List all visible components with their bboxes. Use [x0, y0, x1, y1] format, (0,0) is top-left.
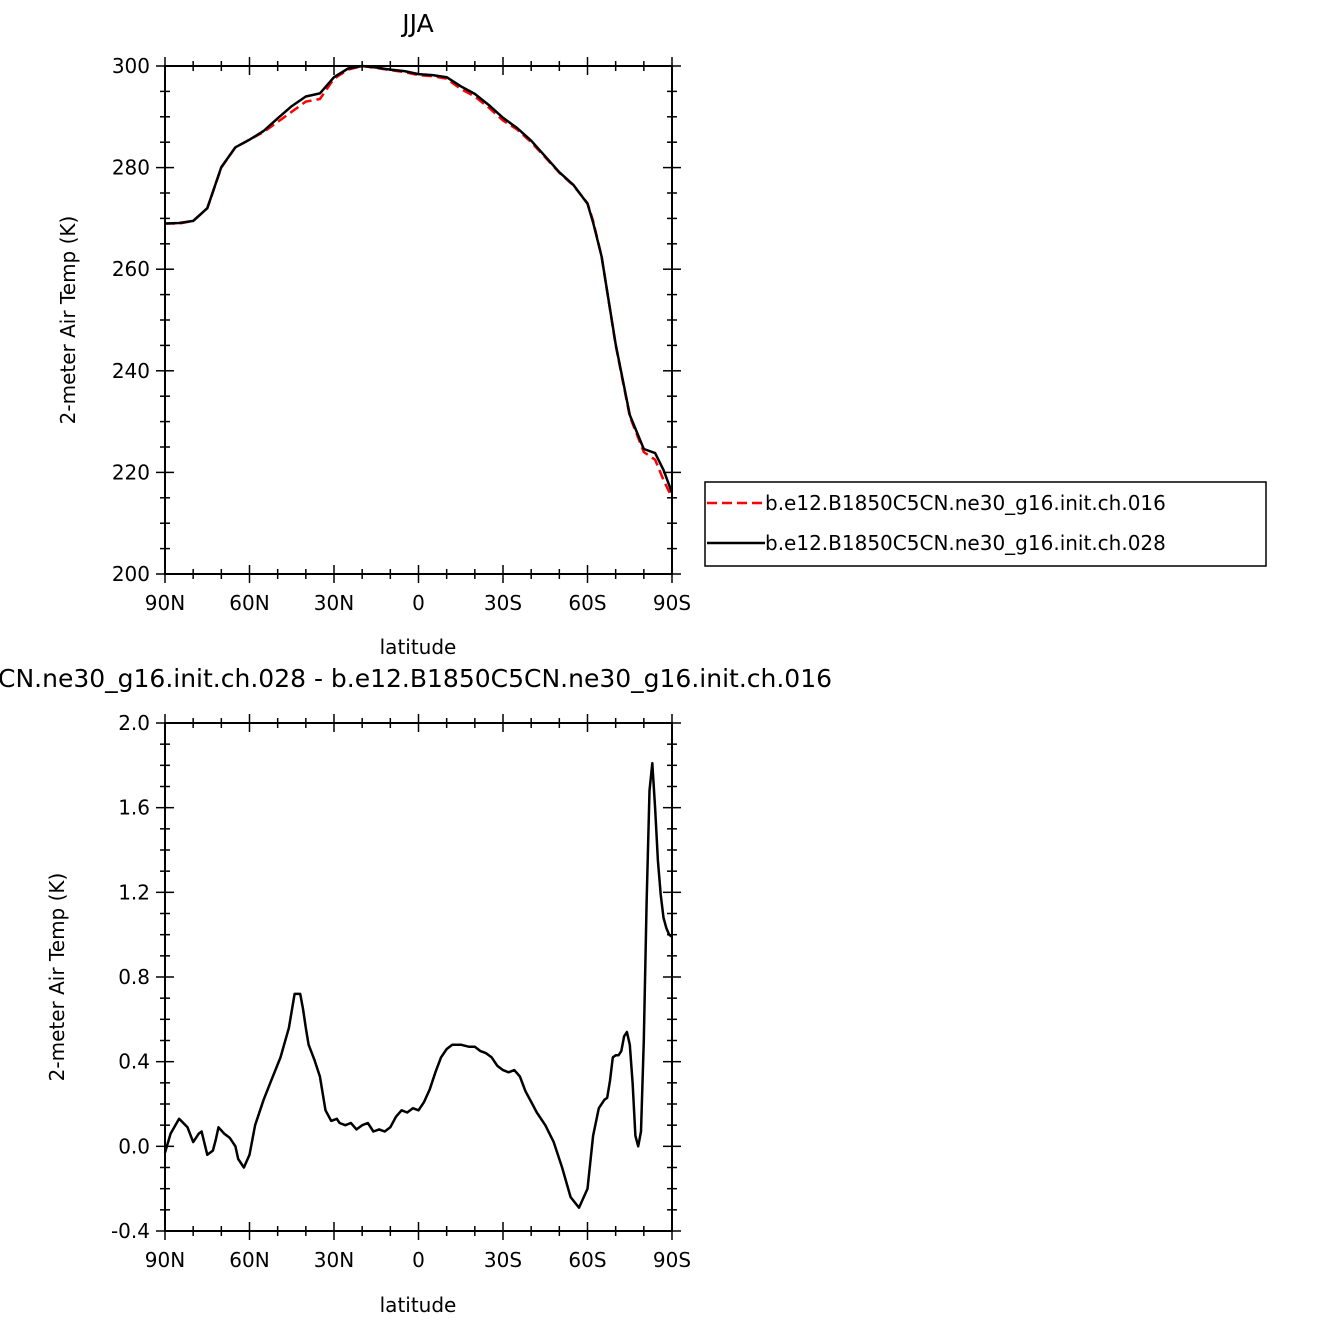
top-x-tick-label: 30N	[314, 591, 354, 615]
top-y-tick-label: 280	[112, 156, 150, 180]
legend-box	[704, 481, 1267, 567]
top-y-axis-label: 2-meter Air Temp (K)	[56, 216, 80, 425]
bottom-x-tick-label: 60S	[568, 1248, 606, 1272]
top-series-line-1	[164, 64, 674, 494]
bottom-y-tick-label: 1.2	[118, 880, 150, 904]
legend-label-ch028: b.e12.B1850C5CN.ne30_g16.init.ch.028	[765, 531, 1166, 555]
legend-label-ch016: b.e12.B1850C5CN.ne30_g16.init.ch.016	[765, 491, 1166, 515]
top-x-axis-label: latitude	[380, 635, 457, 659]
bottom-x-tick-label: 30S	[484, 1248, 522, 1272]
top-panel: JJA 90N 60N 30N 0 30S 60S 90S 200 220 240 260 280 30…	[56, 9, 1267, 659]
top-x-tick-label: 90N	[145, 591, 185, 615]
bottom-y-tick-label: 0.0	[118, 1134, 150, 1158]
top-y-tick-label: 300	[112, 54, 150, 78]
bottom-y-tick-label: 0.4	[118, 1050, 150, 1074]
bottom-x-tick-label: 60N	[229, 1248, 269, 1272]
top-y-tick-label: 260	[112, 257, 150, 281]
top-x-tick-label: 60N	[229, 591, 269, 615]
bottom-y-tick-label: 2.0	[118, 711, 150, 735]
top-y-tick-label: 220	[112, 460, 150, 484]
top-series-line-0	[165, 64, 674, 499]
bottom-axis-ticks: 90N 60N 30N 0 30S 60S 90S -0.4 0.0 0.4 0.8 1.2 1.6 2.…	[111, 711, 691, 1272]
bottom-series-group	[163, 761, 673, 1209]
bottom-y-axis-label: 2-meter Air Temp (K)	[45, 873, 69, 1082]
top-plot-frame	[164, 65, 673, 575]
bottom-plot-frame	[164, 722, 673, 1232]
bottom-x-tick-label: 30N	[314, 1248, 354, 1272]
legend: b.e12.B1850C5CN.ne30_g16.init.ch.016 b.e…	[704, 481, 1267, 567]
top-x-tick-label: 0	[412, 591, 425, 615]
bottom-x-tick-label: 0	[412, 1248, 425, 1272]
top-axis-ticks: 90N 60N 30N 0 30S 60S 90S 200 220 240 260 280 300	[112, 54, 691, 615]
top-x-tick-label: 60S	[568, 591, 606, 615]
top-x-tick-label: 90S	[653, 591, 691, 615]
top-x-tick-label: 30S	[484, 591, 522, 615]
bottom-panel: CN.ne30_g16.init.ch.028 - b.e12.B1850C5C…	[0, 664, 832, 1317]
top-y-tick-label: 240	[112, 359, 150, 383]
bottom-x-tick-label: 90S	[653, 1248, 691, 1272]
bottom-chart-title: CN.ne30_g16.init.ch.028 - b.e12.B1850C5C…	[0, 664, 832, 693]
top-series-group	[164, 64, 674, 499]
bottom-x-tick-label: 90N	[145, 1248, 185, 1272]
bottom-y-tick-label: 1.6	[118, 796, 150, 820]
top-y-tick-label: 200	[112, 562, 150, 586]
bottom-x-axis-label: latitude	[380, 1293, 457, 1317]
bottom-y-tick-label: 0.8	[118, 965, 150, 989]
bottom-y-tick-label: -0.4	[111, 1219, 150, 1243]
top-chart-title: JJA	[400, 9, 433, 38]
bottom-series-line-0	[163, 761, 673, 1209]
